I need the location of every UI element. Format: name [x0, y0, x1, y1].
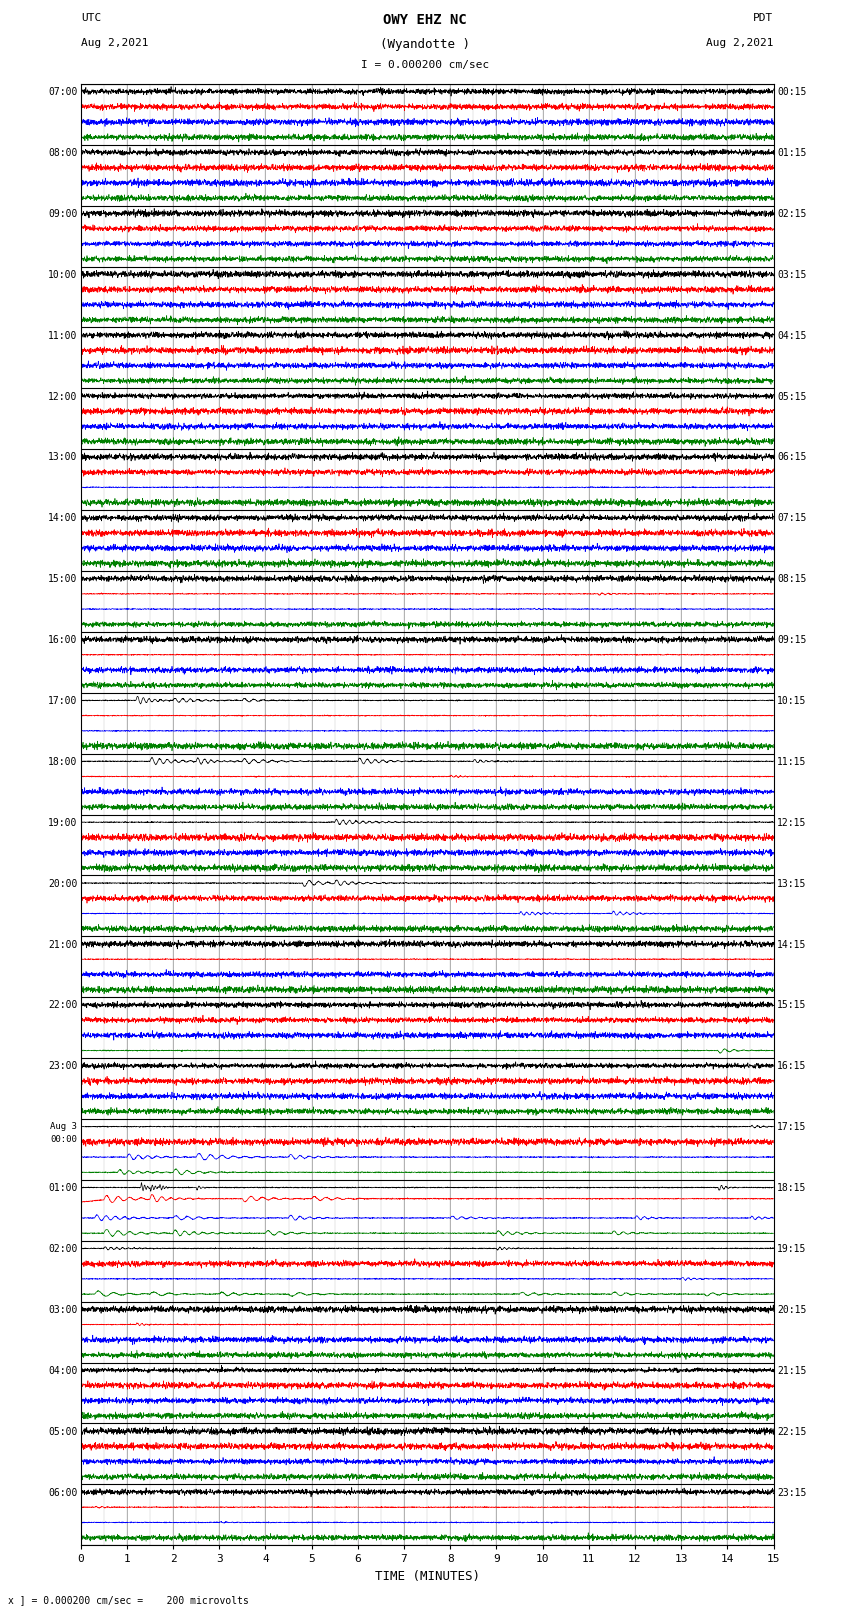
Text: 09:00: 09:00 — [48, 210, 77, 219]
Text: 06:15: 06:15 — [777, 453, 807, 463]
Text: 12:00: 12:00 — [48, 392, 77, 402]
Text: 02:00: 02:00 — [48, 1244, 77, 1253]
Text: 14:00: 14:00 — [48, 513, 77, 523]
Text: 13:15: 13:15 — [777, 879, 807, 889]
Text: I = 0.000200 cm/sec: I = 0.000200 cm/sec — [361, 60, 489, 71]
Text: x ] = 0.000200 cm/sec =    200 microvolts: x ] = 0.000200 cm/sec = 200 microvolts — [8, 1595, 249, 1605]
Text: 22:15: 22:15 — [777, 1426, 807, 1437]
Text: 17:15: 17:15 — [777, 1123, 807, 1132]
Text: 16:15: 16:15 — [777, 1061, 807, 1071]
Text: Aug 3: Aug 3 — [50, 1123, 77, 1131]
Text: 19:00: 19:00 — [48, 818, 77, 827]
Text: 21:15: 21:15 — [777, 1366, 807, 1376]
Text: 11:00: 11:00 — [48, 331, 77, 340]
Text: 00:00: 00:00 — [50, 1136, 77, 1144]
Text: 08:15: 08:15 — [777, 574, 807, 584]
Text: 19:15: 19:15 — [777, 1244, 807, 1253]
Text: Aug 2,2021: Aug 2,2021 — [706, 37, 774, 48]
Text: 05:00: 05:00 — [48, 1426, 77, 1437]
Text: 02:15: 02:15 — [777, 210, 807, 219]
Text: 14:15: 14:15 — [777, 939, 807, 950]
Text: 06:00: 06:00 — [48, 1487, 77, 1497]
Text: 03:15: 03:15 — [777, 269, 807, 279]
Text: 22:00: 22:00 — [48, 1000, 77, 1010]
Text: 13:00: 13:00 — [48, 453, 77, 463]
Text: 09:15: 09:15 — [777, 636, 807, 645]
Text: OWY EHZ NC: OWY EHZ NC — [383, 13, 467, 26]
Text: 07:15: 07:15 — [777, 513, 807, 523]
Text: 01:15: 01:15 — [777, 148, 807, 158]
Text: 00:15: 00:15 — [777, 87, 807, 97]
Text: 03:00: 03:00 — [48, 1305, 77, 1315]
Text: 01:00: 01:00 — [48, 1184, 77, 1194]
Text: 05:15: 05:15 — [777, 392, 807, 402]
Text: UTC: UTC — [81, 13, 101, 23]
Text: 18:15: 18:15 — [777, 1184, 807, 1194]
Text: 10:15: 10:15 — [777, 697, 807, 706]
Text: 23:15: 23:15 — [777, 1487, 807, 1497]
Text: 08:00: 08:00 — [48, 148, 77, 158]
Text: 20:15: 20:15 — [777, 1305, 807, 1315]
Text: 12:15: 12:15 — [777, 818, 807, 827]
Text: 20:00: 20:00 — [48, 879, 77, 889]
Text: Aug 2,2021: Aug 2,2021 — [81, 37, 148, 48]
Text: 16:00: 16:00 — [48, 636, 77, 645]
Text: 15:15: 15:15 — [777, 1000, 807, 1010]
Text: 10:00: 10:00 — [48, 269, 77, 279]
Text: 04:15: 04:15 — [777, 331, 807, 340]
Text: PDT: PDT — [753, 13, 774, 23]
X-axis label: TIME (MINUTES): TIME (MINUTES) — [375, 1569, 479, 1582]
Text: 18:00: 18:00 — [48, 756, 77, 766]
Text: 11:15: 11:15 — [777, 756, 807, 766]
Text: 17:00: 17:00 — [48, 697, 77, 706]
Text: 15:00: 15:00 — [48, 574, 77, 584]
Text: (Wyandotte ): (Wyandotte ) — [380, 37, 470, 50]
Text: 23:00: 23:00 — [48, 1061, 77, 1071]
Text: 07:00: 07:00 — [48, 87, 77, 97]
Text: 04:00: 04:00 — [48, 1366, 77, 1376]
Text: 21:00: 21:00 — [48, 939, 77, 950]
